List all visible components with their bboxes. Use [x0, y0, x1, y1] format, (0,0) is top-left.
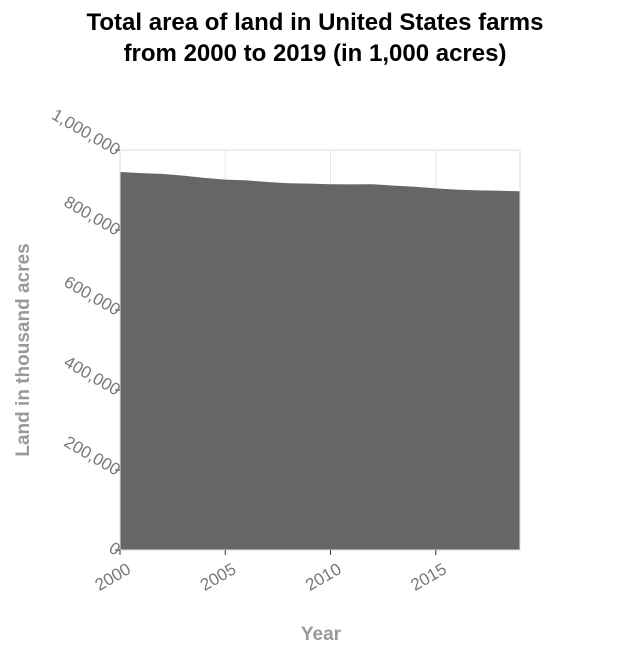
chart-title-line-2: from 2000 to 2019 (in 1,000 acres): [124, 40, 507, 67]
y-tick-label: 800,000: [61, 192, 124, 239]
x-tick-label: 2005: [197, 559, 239, 594]
y-tick-label: 1,000,000: [48, 105, 123, 159]
y-tick-label: 600,000: [61, 272, 124, 319]
chart-title-line-1: Total area of land in United States farm…: [87, 9, 544, 36]
y-tick-label: 400,000: [61, 352, 124, 399]
x-tick-label: 2015: [408, 559, 450, 594]
y-tick-label: 200,000: [61, 432, 124, 479]
y-axis-label: Land in thousand acres: [13, 243, 34, 456]
area-series: [120, 171, 520, 550]
x-axis-label: Year: [301, 624, 342, 645]
x-axis-ticks: 2000 2005 2010 2015: [92, 550, 450, 595]
x-tick-label: 2010: [302, 559, 344, 594]
plot-frame: [119, 149, 521, 551]
x-tick-label: 2000: [92, 559, 134, 594]
